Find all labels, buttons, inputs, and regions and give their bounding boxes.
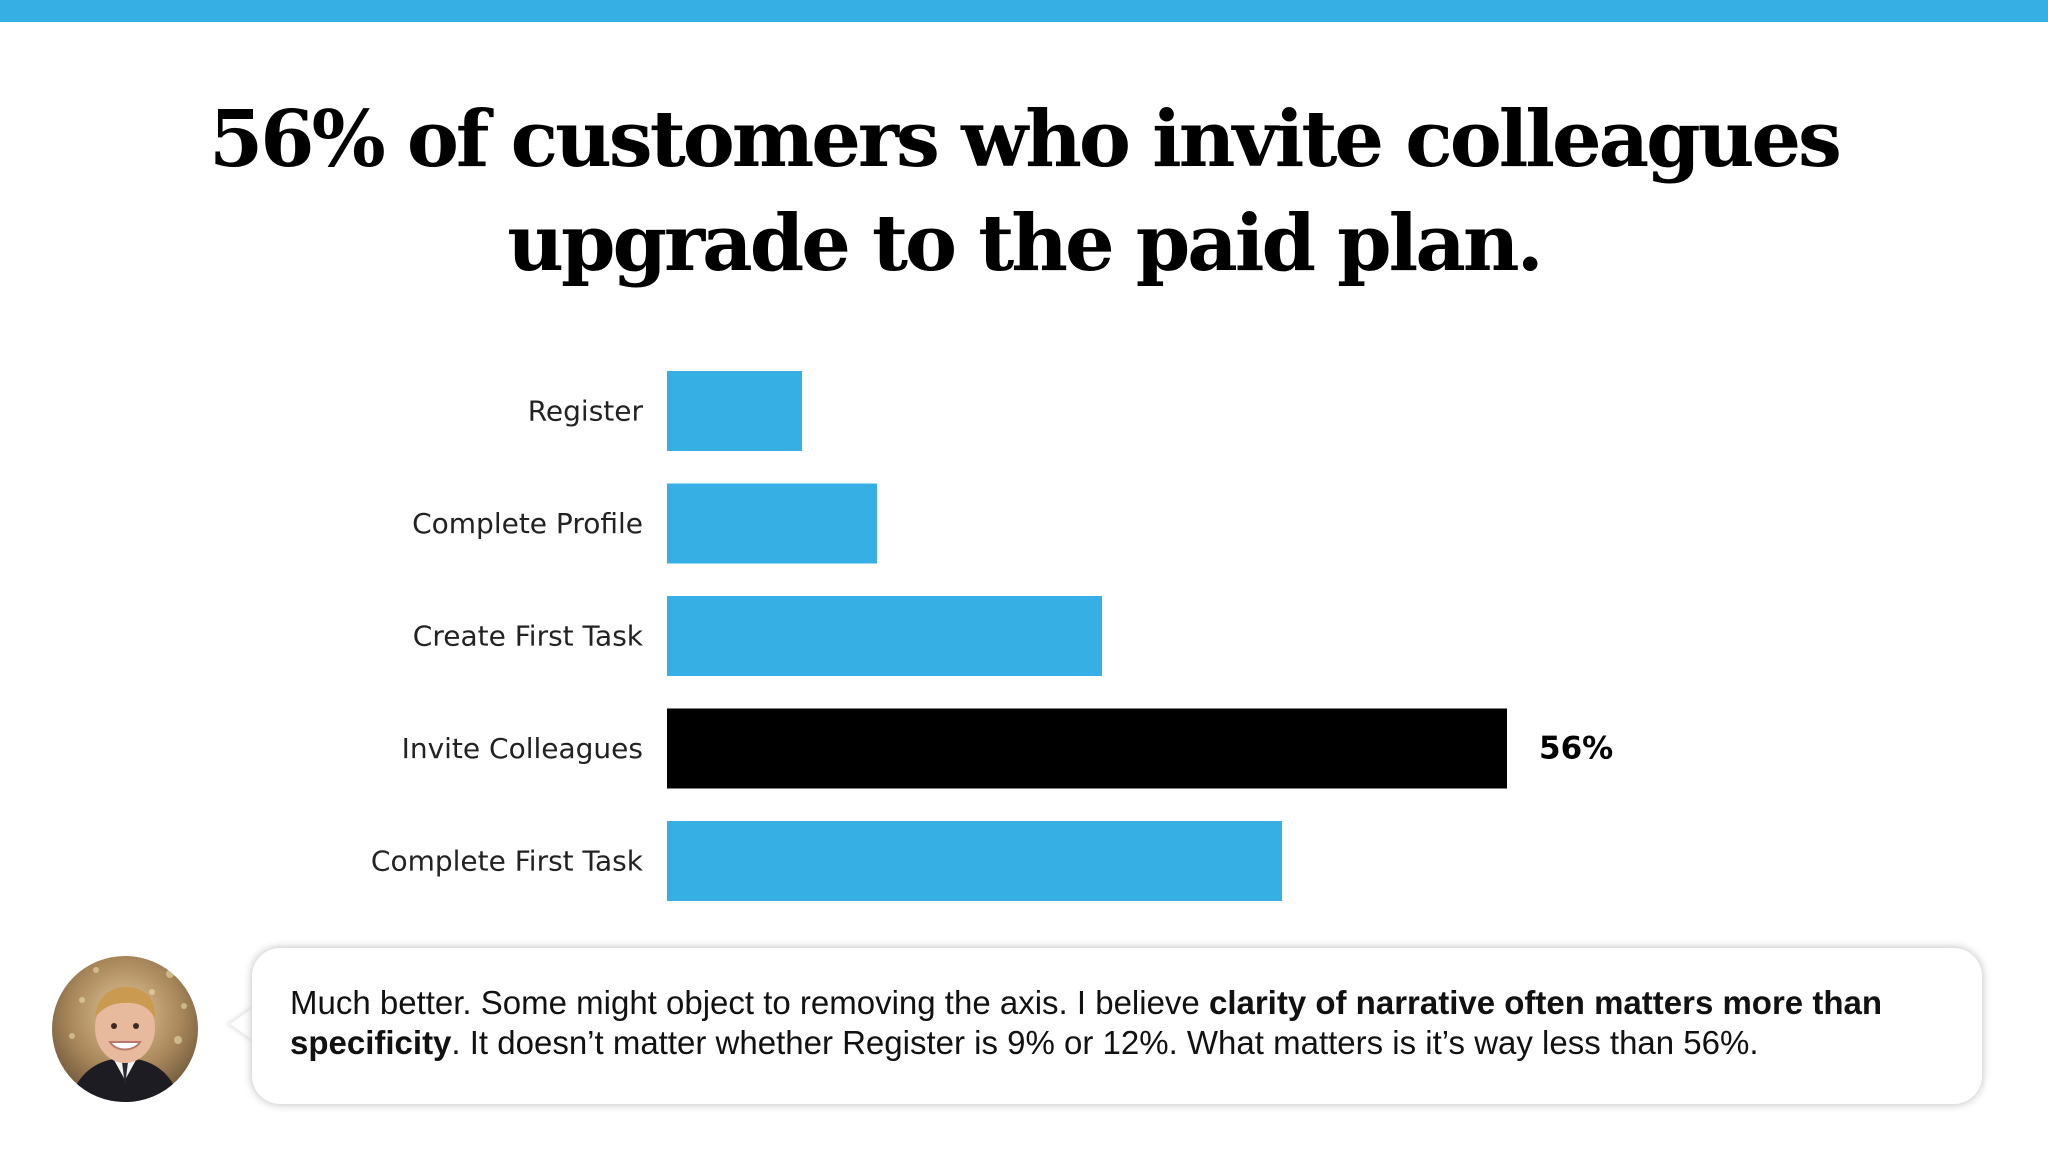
caption-text-part-1: Much better. Some might object to removi… [290, 984, 1209, 1021]
category-label-create-first-task: Create First Task [413, 620, 644, 653]
headline: 56% of customers who invite colleagues u… [0, 88, 2048, 296]
category-label-invite-colleagues: Invite Colleagues [402, 732, 643, 765]
category-label-complete-profile: Complete Profile [412, 507, 643, 540]
bar-invite-colleagues [667, 708, 1507, 789]
headline-line-1: 56% of customers who invite colleagues [209, 94, 1842, 185]
presenter-avatar-icon [52, 956, 198, 1102]
caption-text-part-2: . It doesn’t matter whether Register is … [451, 1024, 1759, 1061]
bar-complete-first-task [667, 821, 1282, 901]
data-label-invite-colleagues: 56% [1539, 731, 1613, 767]
category-label-complete-first-task: Complete First Task [371, 845, 644, 878]
bar-register [667, 371, 802, 451]
caption-bold-text: clarity of narrative often matters more … [290, 984, 1882, 1061]
top-accent-bar [0, 0, 2048, 22]
bar-create-first-task [667, 596, 1102, 676]
speech-bubble: Much better. Some might object to removi… [252, 948, 1982, 1104]
headline-line-2: upgrade to the paid plan. [507, 198, 1543, 289]
caption-text: Much better. Some might object to removi… [290, 983, 1960, 1063]
category-label-register: Register [528, 395, 644, 428]
bar-complete-profile [667, 483, 877, 564]
